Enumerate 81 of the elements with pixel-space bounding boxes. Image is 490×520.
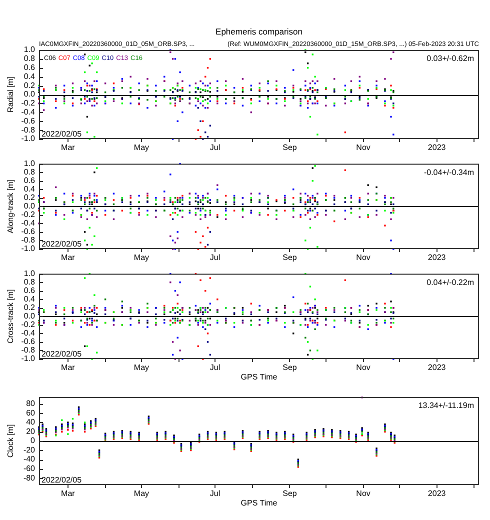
y-tick-label: 0.2 — [24, 80, 36, 90]
annotation: 2022/02/05 — [42, 240, 82, 249]
annotation: 13.34+/-11.19m — [418, 401, 474, 410]
y-tick-label: 0.6 — [24, 63, 36, 72]
y-tick-label: -0.2 — [21, 210, 36, 220]
y-tick-label: -0.6 — [21, 116, 36, 126]
y-tick-label: 40 — [26, 418, 36, 427]
x-tick-label: May — [134, 363, 150, 372]
y-tick-label: 0.8 — [24, 168, 36, 177]
x-tick-label: Jul — [210, 143, 220, 152]
y-tick-label: 0.6 — [24, 176, 36, 186]
x-tick-label: Sep — [282, 363, 298, 372]
y-axis-title: Radial [m] — [6, 76, 16, 113]
y-tick-label: -0.4 — [21, 108, 36, 117]
y-tick-label: -0.4 — [21, 218, 36, 228]
y-tick-label: -60 — [23, 464, 36, 473]
x-tick-label: Sep — [282, 489, 298, 498]
y-tick-label: 80 — [26, 399, 36, 408]
annotation: 0.04+/-0.22m — [426, 278, 474, 288]
y-tick-label: -80 — [23, 473, 36, 482]
y-tick-label: -0.6 — [21, 227, 36, 236]
annotation: 2022/02/05 — [42, 130, 82, 139]
y-axis-title: Along-track [m] — [6, 180, 16, 234]
y-tick-label: 1.0 — [24, 45, 36, 54]
x-tick-label: Jul — [210, 363, 220, 372]
y-tick-label: -1.0 — [21, 354, 36, 364]
y-tick-label: -0.8 — [21, 125, 36, 134]
annotation: -0.04+/-0.34m — [424, 168, 474, 178]
x-tick-label: Jul — [210, 253, 220, 262]
x-tick-label: Sep — [282, 143, 298, 152]
chart-title: Ephemeris comparison — [216, 26, 303, 36]
y-tick-label: 0.6 — [24, 286, 36, 296]
y-tick-label: -0.2 — [21, 320, 36, 330]
y-tick-label: 0 — [30, 436, 36, 446]
x-tick-label: Mar — [61, 143, 76, 152]
y-tick-label: -0.2 — [21, 98, 36, 108]
x-tick-label: 2023 — [428, 253, 446, 262]
x-tick-label: Nov — [356, 363, 370, 372]
y-tick-label: 20 — [26, 426, 36, 436]
y-tick-label: 0.4 — [24, 72, 36, 81]
y-tick-label: -0.6 — [21, 337, 36, 346]
y-tick-label: -0.8 — [21, 346, 36, 355]
y-tick-label: 1.0 — [24, 269, 36, 278]
y-axis-title: Clock [m] — [6, 424, 16, 458]
y-tick-label: 0.2 — [24, 193, 36, 202]
x-tick-label: Mar — [61, 363, 76, 372]
x-tick-label: 2023 — [428, 363, 446, 372]
y-tick-label: 60 — [26, 408, 36, 418]
y-tick-label: 0.0 — [24, 90, 36, 99]
y-tick-label: -0.8 — [21, 236, 36, 245]
x-tick-label: Nov — [356, 143, 370, 152]
x-tick-label: May — [134, 143, 150, 152]
y-axis-title: Cross-track [m] — [6, 289, 16, 344]
x-tick-label: Nov — [356, 253, 370, 262]
y-tick-label: 0.4 — [24, 184, 36, 194]
x-tick-label: Jul — [210, 489, 220, 498]
x-axis-title: GPS Time — [240, 498, 278, 508]
y-tick-label: -1.0 — [21, 244, 36, 254]
y-tick-label: 0.8 — [24, 278, 36, 287]
y-tick-label: 0.8 — [24, 54, 36, 64]
y-tick-label: 0.4 — [24, 294, 36, 304]
y-tick-label: -1.0 — [21, 134, 36, 144]
y-tick-label: -20 — [23, 445, 36, 454]
x-tick-label: Mar — [61, 253, 76, 262]
x-tick-label: May — [134, 253, 150, 262]
y-tick-label: -0.4 — [21, 328, 36, 338]
y-tick-label: 0.0 — [24, 202, 36, 211]
y-tick-label: 0.0 — [24, 312, 36, 321]
x-tick-label: Mar — [61, 489, 76, 498]
annotation: 2022/02/05 — [42, 476, 82, 485]
x-tick-label: Sep — [282, 253, 298, 262]
x-tick-label: Nov — [356, 489, 370, 498]
y-tick-label: 1.0 — [24, 159, 36, 168]
x-axis-title: GPS Time — [240, 372, 278, 382]
x-tick-label: 2023 — [428, 489, 446, 498]
x-tick-label: May — [134, 489, 150, 498]
annotation: 2022/02/05 — [42, 350, 82, 359]
x-tick-label: 2023 — [428, 143, 446, 152]
y-tick-label: -40 — [23, 454, 36, 464]
y-tick-label: 0.2 — [24, 303, 36, 312]
annotation: 0.03+/-0.62m — [426, 54, 474, 64]
